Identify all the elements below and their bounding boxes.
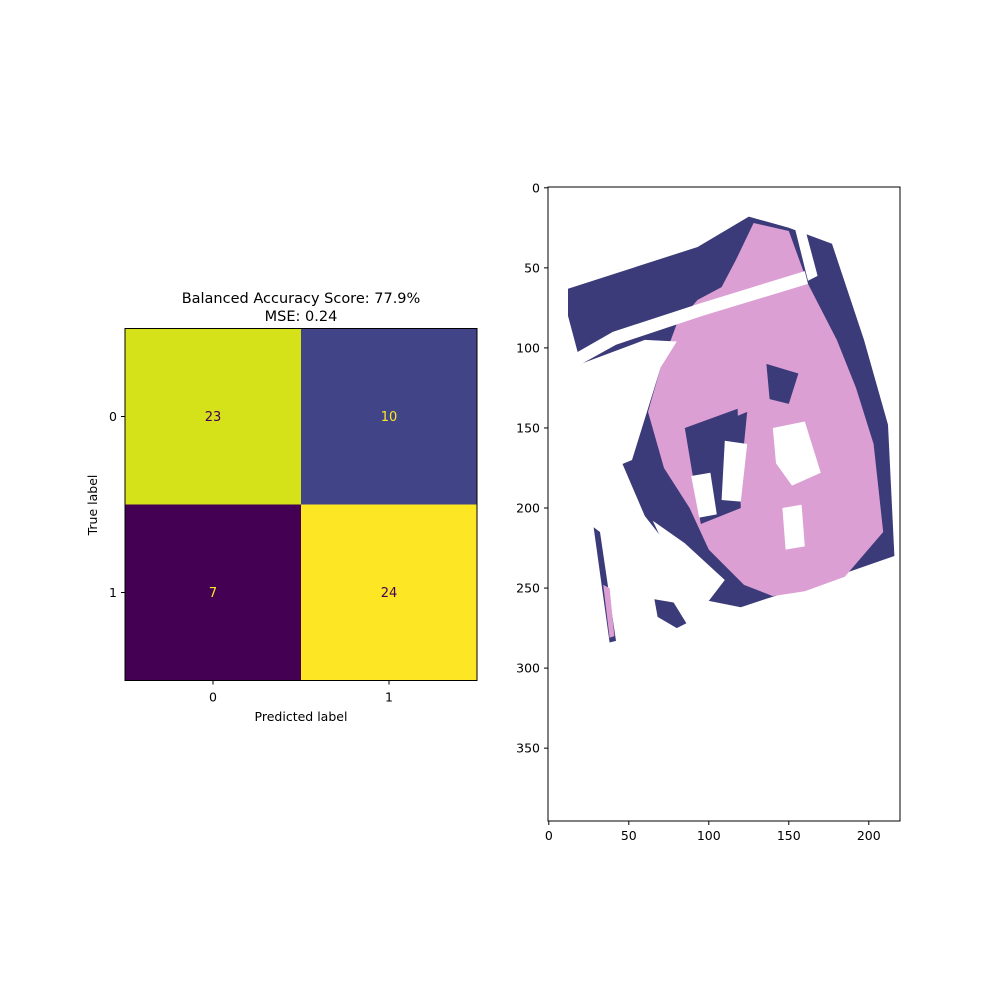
img-ytick-label-4: 200 <box>516 501 540 516</box>
region-white-band-right <box>793 223 818 281</box>
img-ytick-label-7: 350 <box>516 741 540 756</box>
region-hole-0 <box>580 339 677 468</box>
region-hole-2 <box>772 421 821 486</box>
cm-xtick-label-0: 0 <box>209 690 217 705</box>
img-ytick-label-2: 100 <box>516 340 540 355</box>
cm-cell-label-0-0: 23 <box>205 410 222 425</box>
img-xtick-label-4: 200 <box>857 828 881 843</box>
img-ytick-label-6: 300 <box>516 661 540 676</box>
region-streak-pink <box>603 584 615 638</box>
confusion-matrix-ylabel: True label <box>85 475 100 537</box>
cm-cell-0-0 <box>125 328 301 505</box>
cm-cell-1-1 <box>301 504 477 681</box>
region-hole-4 <box>691 472 717 518</box>
confusion-matrix-frame <box>124 328 478 681</box>
segmentation-image: 0 50 100 150 200 0 50 100 150 200 250 300 350 <box>516 180 901 843</box>
confusion-matrix-ticks: 0 1 0 1 <box>109 409 393 705</box>
img-xtick-label-3: 150 <box>777 828 801 843</box>
segmentation-image-frame <box>547 186 901 822</box>
region-dark-patch-1 <box>766 363 799 404</box>
confusion-matrix-title: Balanced Accuracy Score: 77.9% <box>182 291 421 307</box>
confusion-matrix-cells <box>125 328 477 681</box>
confusion-matrix: Balanced Accuracy Score: 77.9% MSE: 0.24… <box>85 291 478 724</box>
segmentation-image-layers <box>556 216 895 643</box>
region-hole-3 <box>782 504 805 550</box>
confusion-matrix-cell-labels: 23 10 7 24 <box>205 410 398 601</box>
img-ytick-label-0: 0 <box>532 180 540 195</box>
cm-ytick-label-0: 0 <box>109 409 117 424</box>
segmentation-image-ticks: 0 50 100 150 200 0 50 100 150 200 250 300 350 <box>516 180 881 843</box>
cm-xtick-label-1: 1 <box>385 690 393 705</box>
confusion-matrix-xlabel: Predicted label <box>255 709 348 724</box>
cm-ytick-label-1: 1 <box>109 585 117 600</box>
cm-cell-label-1-0: 7 <box>209 586 217 601</box>
img-ytick-label-3: 150 <box>516 420 540 435</box>
img-ytick-label-5: 250 <box>516 581 540 596</box>
region-white-band <box>556 271 808 377</box>
img-xtick-label-1: 50 <box>621 828 637 843</box>
region-hole-1 <box>721 440 748 502</box>
region-hole-5 <box>652 520 725 601</box>
img-xtick-label-2: 100 <box>697 828 721 843</box>
cm-cell-1-0 <box>125 504 301 681</box>
confusion-matrix-subtitle: MSE: 0.24 <box>265 309 338 325</box>
cm-cell-0-1 <box>301 328 477 505</box>
img-xtick-label-0: 0 <box>545 828 553 843</box>
region-dark-patch-2 <box>728 411 748 448</box>
region-blob <box>654 599 687 629</box>
cm-cell-label-0-1: 10 <box>381 410 398 425</box>
region-hole-6 <box>593 460 616 528</box>
cm-cell-label-1-1: 24 <box>381 586 398 601</box>
img-ytick-label-1: 50 <box>524 260 540 275</box>
